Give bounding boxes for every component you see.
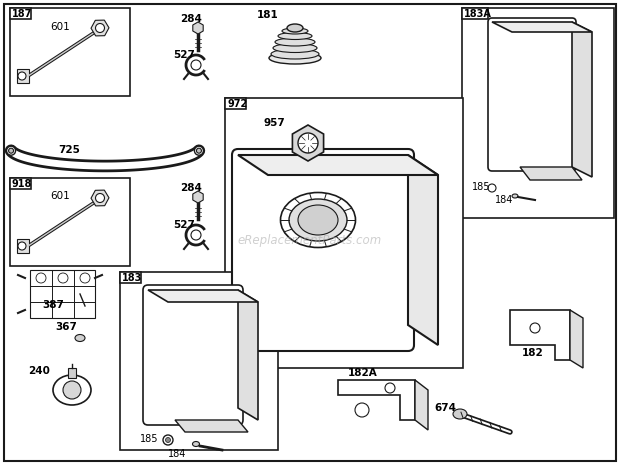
Bar xyxy=(17,69,29,83)
Text: 240: 240 xyxy=(28,366,50,376)
Bar xyxy=(225,98,463,368)
Ellipse shape xyxy=(453,409,467,419)
Text: 182A: 182A xyxy=(348,368,378,378)
Text: 284: 284 xyxy=(180,183,202,193)
Bar xyxy=(120,272,141,283)
Polygon shape xyxy=(148,290,258,302)
Polygon shape xyxy=(175,420,248,432)
Ellipse shape xyxy=(7,146,16,155)
Text: 972: 972 xyxy=(227,99,247,109)
Bar xyxy=(10,178,130,266)
Polygon shape xyxy=(492,22,592,32)
Ellipse shape xyxy=(275,38,315,46)
Bar xyxy=(462,8,488,19)
Text: 182: 182 xyxy=(522,348,544,358)
Circle shape xyxy=(80,273,90,283)
Bar xyxy=(225,98,246,109)
Text: 185: 185 xyxy=(472,182,490,192)
Text: 725: 725 xyxy=(58,145,80,155)
Ellipse shape xyxy=(280,193,355,247)
Circle shape xyxy=(488,184,496,192)
Polygon shape xyxy=(338,380,415,420)
Ellipse shape xyxy=(53,375,91,405)
Polygon shape xyxy=(408,155,438,345)
Circle shape xyxy=(63,381,81,399)
FancyBboxPatch shape xyxy=(143,285,243,425)
Circle shape xyxy=(58,273,68,283)
Bar xyxy=(30,270,95,318)
Text: 181: 181 xyxy=(257,10,279,20)
Polygon shape xyxy=(520,167,582,180)
Circle shape xyxy=(163,435,173,445)
Circle shape xyxy=(191,60,201,70)
FancyBboxPatch shape xyxy=(232,149,414,351)
Ellipse shape xyxy=(269,52,321,64)
Circle shape xyxy=(95,193,105,202)
Circle shape xyxy=(298,133,318,153)
Circle shape xyxy=(166,438,171,443)
Text: eReplacementParts.com: eReplacementParts.com xyxy=(238,233,382,246)
Text: 674: 674 xyxy=(434,403,456,413)
Ellipse shape xyxy=(192,441,200,446)
Text: 527: 527 xyxy=(173,220,195,230)
Bar xyxy=(10,8,130,96)
Polygon shape xyxy=(238,290,258,420)
Text: 527: 527 xyxy=(173,50,195,60)
Text: 183A: 183A xyxy=(464,9,492,19)
Ellipse shape xyxy=(75,334,85,341)
Circle shape xyxy=(355,403,369,417)
Polygon shape xyxy=(570,310,583,368)
Bar xyxy=(462,8,614,218)
Bar xyxy=(120,272,278,450)
Text: 367: 367 xyxy=(55,322,77,332)
Text: 957: 957 xyxy=(264,118,286,128)
Text: 184: 184 xyxy=(168,449,187,459)
Ellipse shape xyxy=(9,148,14,153)
Bar xyxy=(17,239,29,253)
Text: 183: 183 xyxy=(122,273,143,283)
Bar xyxy=(68,368,76,378)
Circle shape xyxy=(18,242,26,250)
Polygon shape xyxy=(572,22,592,177)
Ellipse shape xyxy=(278,33,312,40)
Polygon shape xyxy=(415,380,428,430)
Ellipse shape xyxy=(195,146,203,155)
Polygon shape xyxy=(510,310,570,360)
Ellipse shape xyxy=(271,49,319,59)
Circle shape xyxy=(36,273,46,283)
Ellipse shape xyxy=(273,44,317,53)
Text: 185: 185 xyxy=(140,434,159,444)
Text: 918: 918 xyxy=(12,179,32,189)
FancyBboxPatch shape xyxy=(488,18,576,171)
Text: 387: 387 xyxy=(42,300,64,310)
Bar xyxy=(10,8,30,19)
Circle shape xyxy=(18,72,26,80)
Bar xyxy=(10,178,30,189)
Ellipse shape xyxy=(197,148,202,153)
Circle shape xyxy=(191,230,201,240)
Text: 601: 601 xyxy=(50,22,69,32)
Text: 601: 601 xyxy=(50,191,69,201)
Ellipse shape xyxy=(287,24,303,32)
Text: 284: 284 xyxy=(180,14,202,24)
Ellipse shape xyxy=(289,199,347,241)
Circle shape xyxy=(530,323,540,333)
Polygon shape xyxy=(238,155,438,175)
Circle shape xyxy=(95,24,105,33)
Circle shape xyxy=(385,383,395,393)
Text: 184: 184 xyxy=(495,195,513,205)
Ellipse shape xyxy=(282,28,308,34)
Ellipse shape xyxy=(298,205,338,235)
Ellipse shape xyxy=(512,194,518,198)
Text: 187: 187 xyxy=(12,9,32,19)
